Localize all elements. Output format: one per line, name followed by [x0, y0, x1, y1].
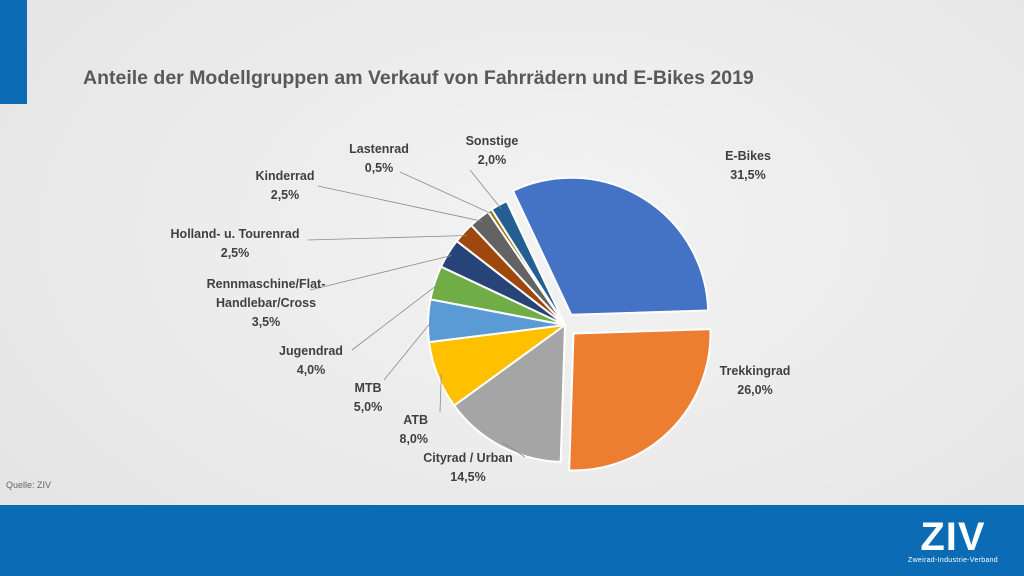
slice-value-label: 5,0% — [354, 400, 383, 414]
pie-chart: E-Bikes 31,5% Trekkingrad 26,0% Cityrad / Ur… — [171, 134, 791, 484]
pie-slice-sonstige — [490, 199, 566, 326]
slice-value-label: 26,0% — [737, 383, 772, 397]
slice-value-label: 14,5% — [450, 470, 485, 484]
slice-value-label: 8,0% — [400, 432, 429, 446]
leader-line — [351, 283, 439, 351]
slice-value-label: 3,5% — [252, 315, 281, 329]
slice-category-label: Lastenrad — [349, 142, 409, 156]
slice-value-label: 31,5% — [730, 168, 765, 182]
slice-category-label: Kinderrad — [255, 169, 314, 183]
slice-value-label: 2,0% — [478, 153, 507, 167]
slice-category-label: Jugendrad — [279, 344, 343, 358]
leader-line — [309, 255, 452, 291]
chart-title: Anteile der Modellgruppen am Verkauf von… — [83, 67, 754, 89]
slice-labels: E-Bikes 31,5% Trekkingrad 26,0% Cityrad / Ur… — [171, 134, 791, 484]
accent-bar — [0, 0, 27, 104]
leader-line — [502, 442, 526, 458]
slice-category-label: E-Bikes — [725, 149, 771, 163]
leader-line — [307, 235, 467, 241]
pie-slice-e-bikes — [511, 176, 710, 316]
slice-value-label: 2,5% — [271, 188, 300, 202]
logo-subtitle: Zweirad-Industrie-Verband — [908, 557, 998, 564]
ziv-logo: ZIV Zweirad-Industrie-Verband — [908, 515, 998, 564]
leader-line — [383, 320, 433, 381]
slice-value-label: 2,5% — [221, 246, 250, 260]
leader-line — [469, 169, 502, 209]
leader-line — [399, 171, 493, 215]
pie-slice-cityrad-urban — [452, 322, 567, 463]
slice-category-label: Trekkingrad — [720, 364, 791, 378]
slice-value-label: 0,5% — [365, 161, 394, 175]
leader-line — [439, 373, 442, 413]
slice-category-label: Handlebar/Cross — [216, 296, 316, 310]
slice-category-label: ATB — [403, 413, 428, 427]
slice-category-label: MTB — [354, 381, 381, 395]
slice-category-label: Holland- u. Tourenrad — [171, 227, 300, 241]
leader-line — [317, 185, 482, 222]
pie-slice-trekkingrad — [568, 328, 712, 472]
slice-category-label: Sonstige — [466, 134, 519, 148]
leader-lines — [307, 169, 526, 458]
slice-category-label: Cityrad / Urban — [423, 451, 513, 465]
slice-value-label: 4,0% — [297, 363, 326, 377]
pie-slices — [427, 176, 712, 472]
footer-bar — [0, 505, 1024, 576]
source-note: Quelle: ZIV — [6, 480, 52, 490]
logo-mark: ZIV — [920, 515, 986, 559]
slice-category-label: Rennmaschine/Flat- — [207, 277, 326, 291]
